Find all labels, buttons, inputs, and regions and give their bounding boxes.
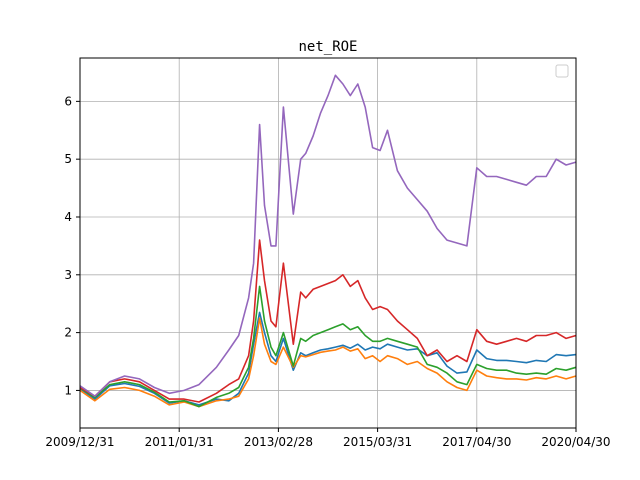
plot-frame	[79, 57, 577, 429]
series-line-3	[79, 285, 577, 408]
x-axis: 2009/12/31 2011/01/31 2013/02/28 2015/03/31…	[45, 428, 611, 449]
grid-lines	[79, 58, 577, 428]
x-tick-label: 2011/01/31	[145, 435, 214, 449]
x-tick-label: 2013/02/28	[244, 435, 313, 449]
legend-box	[555, 64, 569, 78]
series-line-2	[79, 317, 577, 408]
series-lines	[79, 74, 577, 408]
series-line-5	[79, 74, 577, 397]
y-tick-label: 1	[64, 383, 72, 397]
x-tick-label: 2020/04/30	[541, 435, 610, 449]
chart-title: net_ROE	[298, 39, 357, 55]
x-tick-label: 2017/04/30	[442, 435, 511, 449]
x-tick-label: 2015/03/31	[343, 435, 412, 449]
y-tick-label: 5	[64, 152, 72, 166]
y-axis: 1 2 3 4 5 6	[64, 94, 80, 397]
y-tick-label: 2	[64, 326, 72, 340]
y-tick-label: 6	[64, 94, 72, 108]
y-tick-label: 3	[64, 268, 72, 282]
legend	[555, 64, 569, 78]
series-line-4	[79, 239, 577, 403]
x-tick-label: 2009/12/31	[45, 435, 114, 449]
y-tick-label: 4	[64, 210, 72, 224]
